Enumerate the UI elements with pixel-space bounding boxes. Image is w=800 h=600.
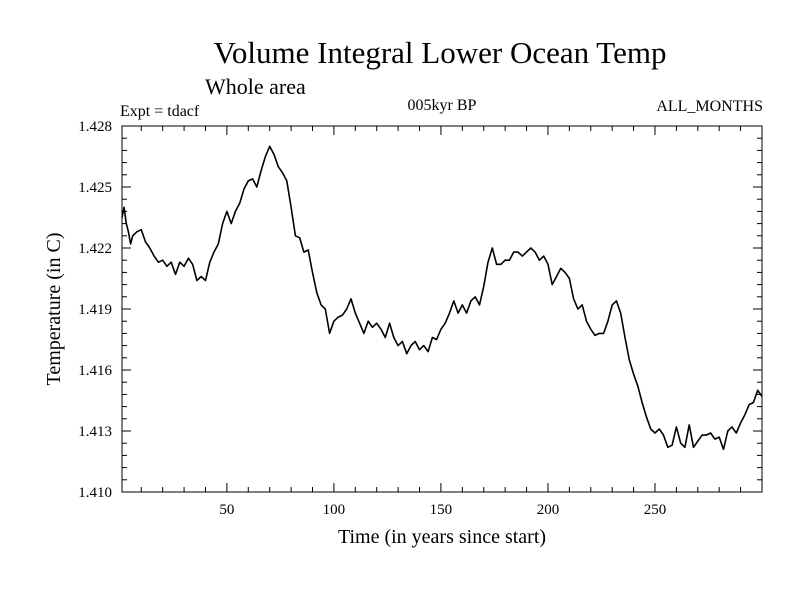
x-axis-tick-labels: 50 100 150 200 250: [219, 502, 666, 518]
experiment-label: Expt = tdacf: [120, 103, 200, 120]
chart-title: Volume Integral Lower Ocean Temp: [214, 35, 667, 70]
x-tick-label: 250: [644, 502, 667, 518]
y-axis-label: Temperature (in C): [43, 233, 65, 386]
x-axis-label: Time (in years since start): [338, 526, 546, 548]
x-tick-label: 200: [537, 502, 560, 518]
y-tick-label: 1.413: [78, 424, 112, 440]
x-tick-label: 50: [219, 502, 234, 518]
chart-subtitle: Whole area: [205, 74, 306, 99]
y-tick-label: 1.428: [78, 119, 112, 135]
y-tick-label: 1.410: [78, 485, 112, 501]
y-tick-label: 1.416: [78, 363, 112, 379]
x-tick-label: 150: [430, 502, 453, 518]
y-tick-label: 1.425: [78, 180, 112, 196]
y-tick-label: 1.422: [78, 241, 112, 257]
period-label: 005kyr BP: [408, 97, 477, 114]
months-label: ALL_MONTHS: [656, 98, 763, 115]
y-tick-label: 1.419: [78, 302, 112, 318]
y-axis-tick-labels: 1.410 1.413 1.416 1.419 1.422 1.425 1.428: [78, 119, 112, 501]
temperature-series-line: [121, 145, 763, 451]
x-tick-label: 100: [323, 502, 346, 518]
x-axis-ticks: [140, 126, 742, 492]
y-axis-ticks: [122, 125, 762, 493]
plot-frame: [121, 125, 763, 493]
